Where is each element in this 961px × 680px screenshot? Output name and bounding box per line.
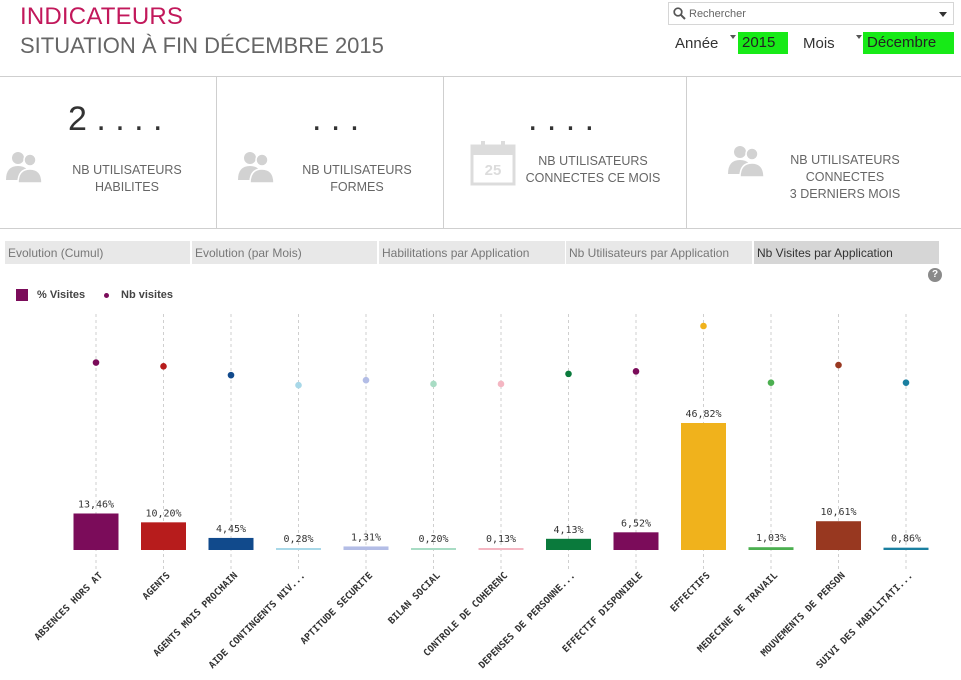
kpi-label-line: 3 DERNIERS MOIS xyxy=(789,187,901,201)
chart-data-label: 0,13% xyxy=(486,534,516,545)
chart-dot xyxy=(227,371,235,379)
month-label: Mois xyxy=(803,35,835,52)
chart-bar xyxy=(276,548,321,550)
legend-bar-swatch xyxy=(16,289,28,301)
users-group-icon xyxy=(236,150,276,191)
kpi-label: NB UTILISATEURS CONNECTES CE MOIS xyxy=(518,153,668,187)
chart-data-label: 46,82% xyxy=(685,409,721,420)
chart-data-label: 13,46% xyxy=(78,499,114,510)
kpi-value: . . . xyxy=(312,100,360,138)
help-icon[interactable]: ? xyxy=(928,268,942,282)
kpi-label: NB UTILISATEURS CONNECTES 3 DERNIERS MOI… xyxy=(766,152,924,203)
chart-dot xyxy=(632,368,640,375)
chart-bar xyxy=(681,423,726,550)
chart-dot xyxy=(565,370,572,378)
chart-category-label: BILAN SOCIAL xyxy=(386,570,443,627)
chart-data-label: 0,20% xyxy=(418,534,448,545)
chart-bar xyxy=(478,548,524,550)
kpi-bottom-divider xyxy=(0,228,961,229)
kpi-label-line: CONNECTES CE MOIS xyxy=(525,171,661,185)
kpi-label: NB UTILISATEURS FORMES xyxy=(302,163,412,194)
chevron-down-icon[interactable] xyxy=(939,12,947,17)
kpi-label-line: NB UTILISATEURS xyxy=(538,154,648,168)
kpi-top-divider xyxy=(0,76,961,77)
chart-dot xyxy=(92,359,100,366)
chart-dot xyxy=(902,379,910,386)
chart-category-label: ABSENCES HORS AT xyxy=(33,570,106,643)
users-group-icon xyxy=(726,144,766,185)
kpi-label-line: CONNECTES xyxy=(805,170,885,184)
tab-habilitations-application[interactable]: Habilitations par Application xyxy=(379,241,565,264)
chart-data-label: 4,13% xyxy=(553,525,583,536)
chart-data-label: 1,03% xyxy=(756,533,786,544)
page-title: INDICATEURS xyxy=(20,3,184,30)
chart-dot xyxy=(430,380,437,388)
legend-dot-label: Nb visites xyxy=(121,289,173,301)
page-subtitle: SITUATION À FIN DÉCEMBRE 2015 xyxy=(20,33,384,58)
kpi-value: 2 . . . . xyxy=(68,100,163,138)
search-box[interactable]: Rechercher xyxy=(668,2,954,25)
chart-data-label: 4,45% xyxy=(216,524,246,535)
chart-dot xyxy=(835,361,842,369)
chart-dot xyxy=(295,381,302,389)
chart-bar xyxy=(816,521,861,550)
users-group-icon xyxy=(4,150,44,191)
kpi-value: . . . . xyxy=(528,100,595,138)
kpi-label-line: NB UTILISATEURS xyxy=(790,153,900,167)
legend-dot-swatch xyxy=(104,293,109,298)
month-dropdown-icon[interactable] xyxy=(856,35,862,39)
chart-bar xyxy=(73,513,119,550)
year-select[interactable]: 2015 xyxy=(738,32,788,54)
chart-dot xyxy=(497,380,505,388)
chart-dot xyxy=(362,376,370,384)
visits-chart: 13,46% ABSENCES HORS AT 10,20% AGENTS 4,45% A… xyxy=(33,314,929,671)
chart-category-label: APTITUDE SECURITE xyxy=(299,570,376,647)
kpi-divider xyxy=(686,77,687,228)
chart-data-label: 10,20% xyxy=(145,508,181,519)
chart-bar xyxy=(546,538,591,550)
calendar-day: 25 xyxy=(485,162,502,179)
chart-data-label: 1,31% xyxy=(351,532,381,543)
year-dropdown-icon[interactable] xyxy=(730,35,736,39)
legend-bar-label: % Visites xyxy=(37,289,86,301)
kpi-divider xyxy=(443,77,444,228)
chart-category-label: EFFECTIF DISPONIBLE xyxy=(561,570,646,655)
chart-bar xyxy=(141,522,186,550)
search-icon xyxy=(673,7,686,25)
tab-evolution-mois[interactable]: Evolution (par Mois) xyxy=(192,241,377,264)
chart-category-label: AGENTS xyxy=(141,570,173,602)
tab-evolution-cumul[interactable]: Evolution (Cumul) xyxy=(5,241,190,264)
chart-bar xyxy=(748,547,794,550)
chart-bar xyxy=(208,537,254,550)
chart-data-label: 6,52% xyxy=(621,518,651,529)
tab-visites-application[interactable]: Nb Visites par Application xyxy=(754,241,939,264)
chart-bar xyxy=(613,532,659,550)
kpi-label: NB UTILISATEURS HABILITES xyxy=(72,163,182,194)
calendar-icon: 25 xyxy=(470,140,516,191)
chart-bar xyxy=(883,547,929,550)
tab-utilisateurs-application[interactable]: Nb Utilisateurs par Application xyxy=(566,241,752,264)
chart-dot xyxy=(767,379,775,386)
search-placeholder: Rechercher xyxy=(689,8,746,20)
chart-data-label: 0,86% xyxy=(891,534,921,545)
chart-dot xyxy=(160,363,167,370)
chart-data-label: 0,28% xyxy=(283,534,313,545)
kpi-divider xyxy=(216,77,217,228)
chart-bar xyxy=(343,546,389,550)
year-label: Année xyxy=(675,35,719,52)
chart-dot xyxy=(700,322,707,330)
month-select[interactable]: Décembre xyxy=(863,32,954,54)
chart-data-label: 10,61% xyxy=(820,507,856,518)
chart-bar xyxy=(411,548,456,550)
chart-category-label: EFFECTIFS xyxy=(668,570,712,614)
